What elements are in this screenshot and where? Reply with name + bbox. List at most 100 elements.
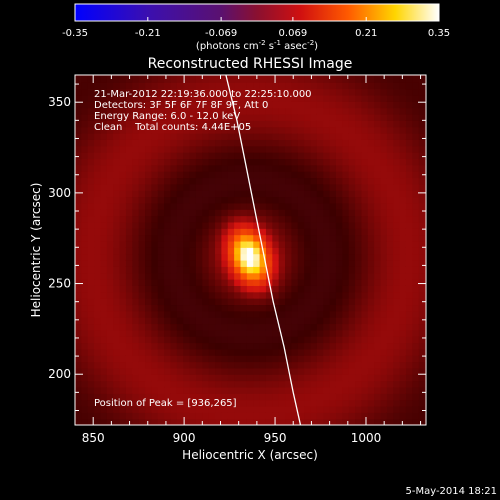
- heatmap-cell: [202, 412, 210, 420]
- heatmap-cell: [374, 120, 382, 128]
- heatmap-cell: [234, 291, 242, 299]
- heatmap-cell: [138, 272, 146, 280]
- heatmap-cell: [195, 310, 203, 318]
- heatmap-cell: [278, 82, 286, 90]
- heatmap-cell: [164, 177, 172, 185]
- heatmap-cell: [208, 126, 216, 134]
- heatmap-cell: [367, 361, 375, 369]
- heatmap-cell: [259, 310, 267, 318]
- heatmap-cell: [119, 133, 127, 140]
- heatmap-cell: [304, 196, 312, 204]
- heatmap-cell: [278, 259, 286, 267]
- heatmap-cell: [335, 355, 343, 363]
- heatmap-cell: [380, 228, 388, 236]
- heatmap-cell: [119, 139, 127, 147]
- heatmap-cell: [208, 190, 216, 198]
- heatmap-cell: [157, 88, 165, 96]
- heatmap-cell: [94, 380, 102, 388]
- heatmap-cell: [367, 215, 375, 223]
- heatmap-cell: [316, 310, 324, 318]
- heatmap-cell: [164, 342, 172, 350]
- heatmap-cell: [202, 113, 210, 121]
- heatmap-cell: [304, 88, 312, 96]
- heatmap-cell: [87, 240, 95, 248]
- heatmap-cell: [386, 152, 394, 160]
- heatmap-cell: [183, 342, 191, 350]
- heatmap-cell: [164, 171, 172, 179]
- peak-position-label: Position of Peak = [936,265]: [94, 398, 237, 409]
- heatmap-cell: [125, 240, 133, 248]
- heatmap-cell: [119, 152, 127, 160]
- heatmap-cell: [157, 101, 165, 109]
- heatmap-cell: [348, 393, 356, 401]
- heatmap-cell: [125, 94, 133, 102]
- heatmap-cell: [240, 88, 248, 96]
- heatmap-cell: [87, 88, 95, 96]
- heatmap-cell: [259, 240, 267, 248]
- heatmap-cell: [386, 209, 394, 217]
- heatmap-cell: [151, 171, 159, 179]
- heatmap-cell: [100, 399, 108, 407]
- heatmap-cell: [246, 323, 254, 331]
- heatmap-cell: [183, 386, 191, 394]
- heatmap-cell: [132, 393, 140, 401]
- heatmap-cell: [75, 88, 82, 96]
- heatmap-cell: [100, 355, 108, 363]
- heatmap-cell: [125, 171, 133, 179]
- heatmap-cell: [119, 405, 127, 413]
- heatmap-cell: [87, 386, 95, 394]
- heatmap-cell: [119, 336, 127, 344]
- heatmap-cell: [132, 361, 140, 369]
- heatmap-cell: [335, 317, 343, 325]
- heatmap-cell: [355, 133, 363, 140]
- heatmap-cell: [132, 291, 140, 299]
- heatmap-cell: [106, 221, 114, 229]
- heatmap-cell: [297, 177, 305, 185]
- heatmap-cell: [316, 355, 324, 363]
- colorbar-tick-label: -0.069: [205, 28, 237, 39]
- heatmap-cell: [189, 393, 197, 401]
- heatmap-cell: [189, 279, 197, 286]
- heatmap-cell: [310, 279, 318, 286]
- heatmap-cell: [87, 291, 95, 299]
- heatmap-cell: [405, 418, 413, 425]
- heatmap-cell: [100, 412, 108, 420]
- heatmap-cell: [367, 329, 375, 337]
- heatmap-cell: [412, 386, 420, 394]
- heatmap-cell: [94, 291, 102, 299]
- heatmap-cell: [183, 101, 191, 109]
- heatmap-cell: [310, 164, 318, 172]
- heatmap-cell: [151, 247, 159, 255]
- heatmap-cell: [329, 298, 337, 306]
- heatmap-cell: [227, 412, 235, 420]
- heatmap-cell: [246, 82, 254, 90]
- heatmap-cell: [215, 152, 223, 160]
- heatmap-cell: [176, 348, 184, 356]
- heatmap-cell: [94, 355, 102, 363]
- heatmap-cell: [240, 126, 248, 134]
- heatmap-cell: [361, 405, 369, 413]
- heatmap-cell: [227, 82, 235, 90]
- heatmap-cell: [265, 412, 273, 420]
- heatmap-cell: [81, 94, 89, 102]
- heatmap-cell: [183, 152, 191, 160]
- heatmap-cell: [405, 177, 413, 185]
- heatmap-cell: [240, 113, 248, 121]
- heatmap-cell: [227, 126, 235, 134]
- heatmap-cell: [361, 75, 369, 83]
- heatmap-cell: [348, 164, 356, 172]
- heatmap-cell: [380, 329, 388, 337]
- heatmap-cell: [297, 329, 305, 337]
- heatmap-cell: [323, 183, 331, 191]
- heatmap-cell: [412, 101, 420, 109]
- heatmap-cell: [355, 139, 363, 147]
- heatmap-cell: [208, 304, 216, 312]
- heatmap-cell: [265, 317, 273, 325]
- heatmap-cell: [367, 75, 375, 77]
- heatmap-cell: [215, 418, 223, 425]
- heatmap-cell: [157, 380, 165, 388]
- heatmap-cell: [81, 348, 89, 356]
- heatmap-cell: [405, 393, 413, 401]
- heatmap-cell: [374, 259, 382, 267]
- heatmap-cell: [170, 133, 178, 140]
